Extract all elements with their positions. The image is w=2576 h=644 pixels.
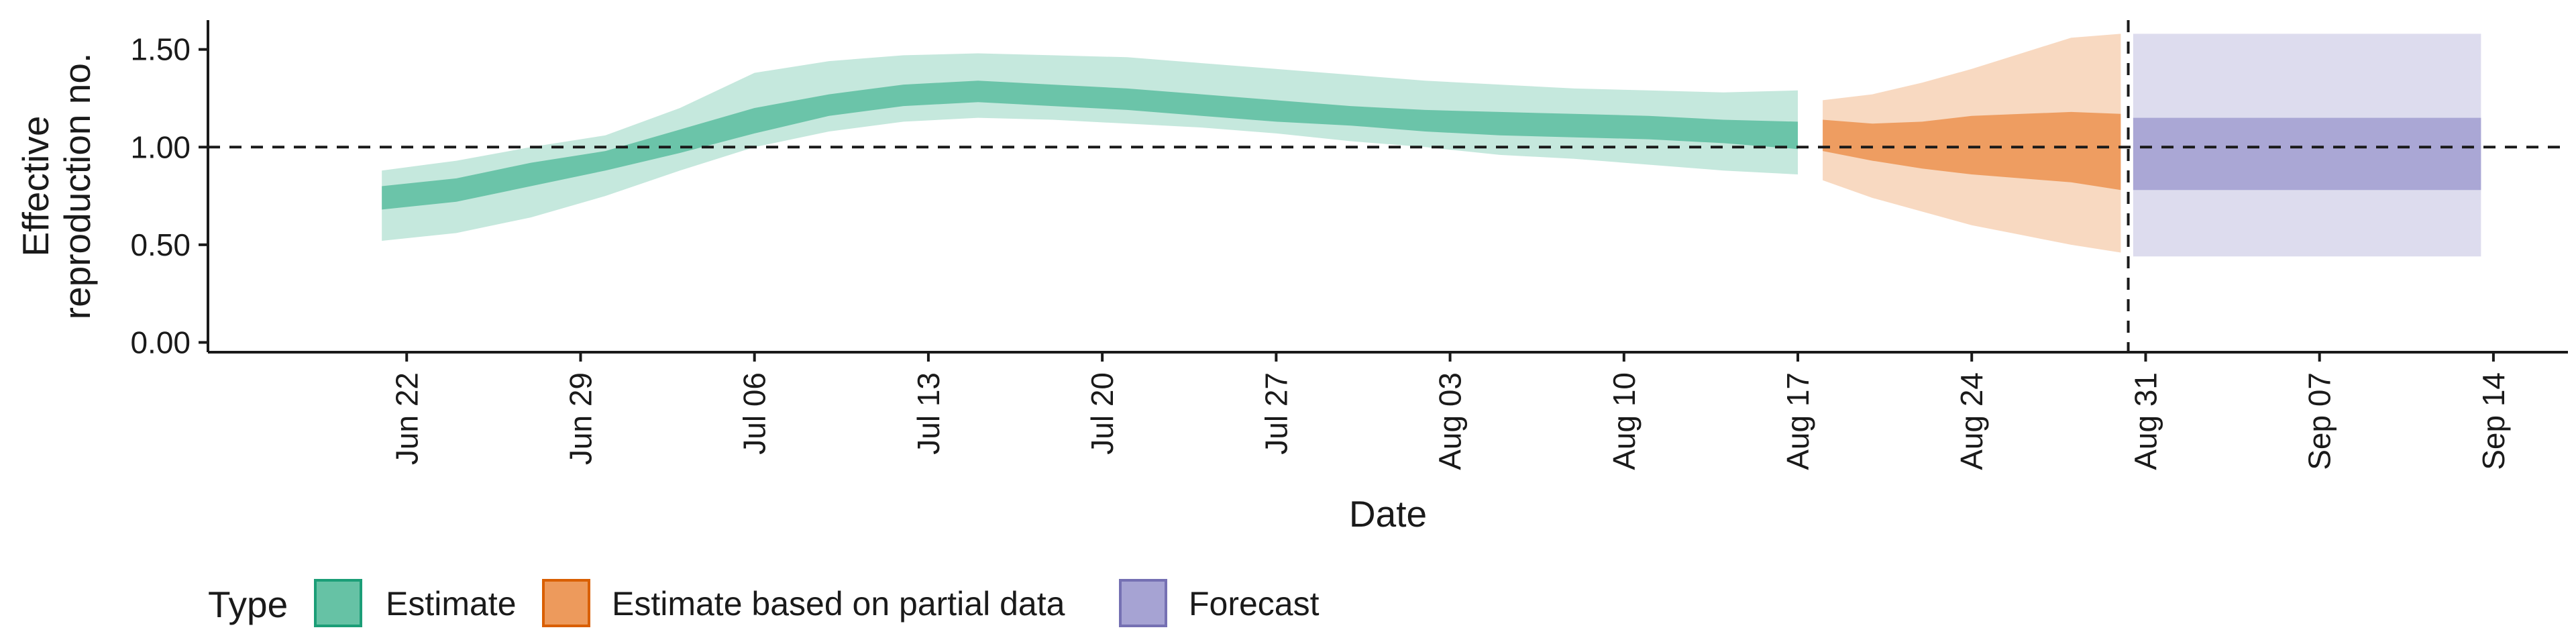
axis-titles: Date Effective reproduction no.	[15, 53, 1427, 535]
x-tick-label: Sep 14	[2476, 372, 2511, 470]
legend: Type Estimate Estimate based on partial d…	[208, 579, 1320, 627]
y-tick-label: 1.50	[130, 32, 191, 67]
y-axis-ticks: 0.00 0.50 1.00 1.50	[130, 32, 208, 360]
axes	[207, 20, 2568, 354]
x-tick-label: Jul 06	[737, 372, 772, 455]
x-tick-label: Aug 10	[1607, 372, 1642, 470]
x-tick-label: Jul 13	[911, 372, 946, 455]
x-tick-label: Jun 22	[389, 372, 424, 465]
band-50-estimate-based-on-partial-data	[1823, 111, 2121, 191]
band-50-forecast	[2133, 117, 2481, 191]
y-tick-label: 1.00	[130, 129, 191, 164]
x-tick-label: Aug 31	[2129, 372, 2163, 470]
y-tick-label: 0.00	[130, 325, 191, 360]
x-axis-ticks: Jun 22 Jun 29 Jul 06 Jul 13 Jul 20 Jul 27 Aug …	[389, 352, 2511, 470]
band-50-estimate	[382, 80, 1799, 210]
y-axis-title-line-1: Effective	[15, 116, 56, 257]
y-axis-title-line-2: reproduction no.	[56, 53, 98, 320]
legend-label-estimate: Estimate	[386, 585, 517, 623]
legend-key-estimate	[314, 579, 362, 627]
x-tick-label: Jun 29	[564, 372, 598, 465]
legend-label-estimate-based-on-partial-data: Estimate based on partial data	[612, 585, 1065, 623]
legend-label-forecast: Forecast	[1189, 585, 1320, 623]
band-90-estimate	[382, 53, 1799, 241]
reference-lines	[208, 20, 2568, 352]
uncertainty-bands	[382, 34, 2481, 257]
x-axis-title: Date	[1349, 493, 1427, 535]
legend-key-forecast	[1119, 579, 1167, 627]
x-tick-label: Sep 07	[2302, 372, 2337, 470]
x-tick-label: Jul 20	[1085, 372, 1120, 455]
legend-title: Type	[208, 584, 288, 625]
legend-key-estimate-based-on-partial-data	[542, 579, 590, 627]
y-tick-label: 0.50	[130, 227, 191, 262]
x-tick-label: Jul 27	[1258, 372, 1293, 455]
x-tick-label: Aug 17	[1780, 372, 1815, 470]
x-tick-label: Aug 03	[1433, 372, 1468, 470]
x-tick-label: Aug 24	[1954, 372, 1989, 470]
